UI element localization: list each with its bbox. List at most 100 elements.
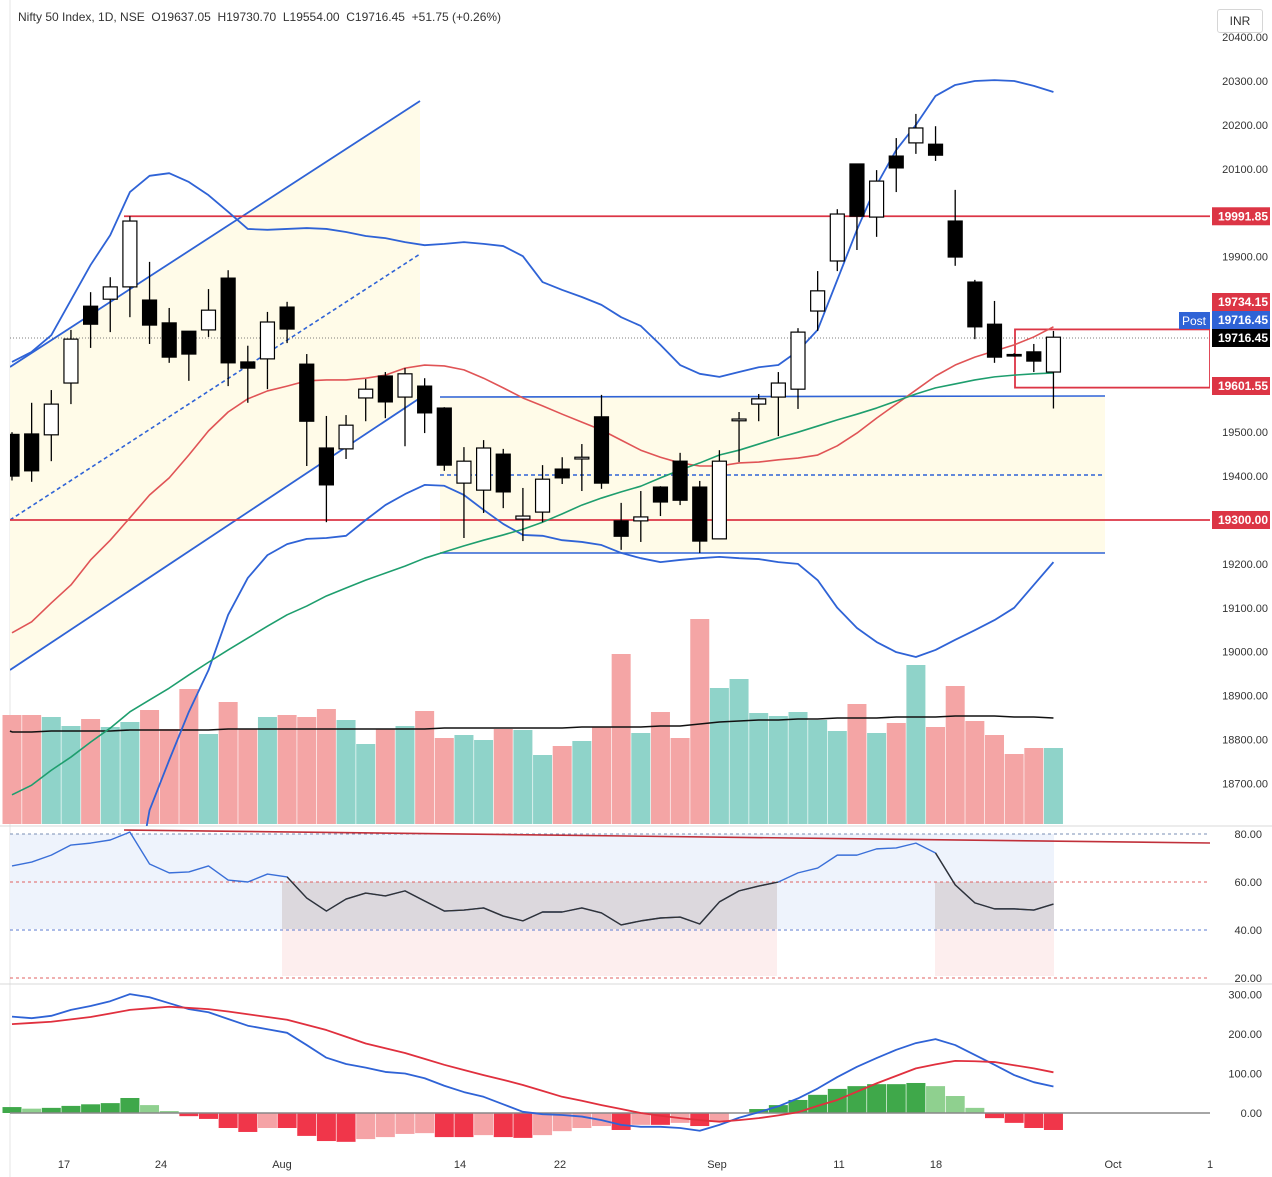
candle[interactable]: [652, 486, 669, 517]
level-label-19734: 19734.15: [1218, 295, 1268, 309]
candle[interactable]: [692, 480, 708, 553]
candle[interactable]: [534, 465, 551, 523]
currency-button[interactable]: INR: [1217, 9, 1263, 33]
candle-body: [456, 460, 472, 484]
candle-body: [43, 403, 59, 436]
candle[interactable]: [43, 390, 59, 462]
candle[interactable]: [181, 330, 197, 381]
macd-histogram-bar: [926, 1086, 946, 1113]
candle[interactable]: [417, 378, 433, 434]
volume-bar: [277, 715, 297, 824]
candle[interactable]: [633, 491, 649, 542]
volume-bar: [257, 717, 277, 824]
candle[interactable]: [259, 311, 276, 390]
candle[interactable]: [574, 444, 590, 492]
candle[interactable]: [888, 138, 904, 193]
candle[interactable]: [397, 368, 413, 447]
candle[interactable]: [161, 307, 177, 363]
candle-body: [770, 382, 786, 398]
candle[interactable]: [122, 216, 138, 318]
candle[interactable]: [515, 487, 531, 542]
candle[interactable]: [613, 502, 629, 550]
macd-histogram-bar: [965, 1107, 985, 1113]
candle[interactable]: [927, 126, 944, 161]
candle-body: [672, 460, 688, 501]
ma50-line: [11, 372, 1054, 796]
candle[interactable]: [554, 457, 570, 485]
candle[interactable]: [102, 277, 118, 333]
volume-bar: [709, 688, 729, 824]
candle-body: [161, 322, 177, 358]
volume-bar: [434, 738, 454, 824]
candle[interactable]: [868, 170, 885, 237]
candle[interactable]: [1045, 330, 1062, 409]
candle[interactable]: [711, 450, 728, 540]
candle[interactable]: [986, 300, 1003, 363]
macd-histogram-bar: [749, 1109, 769, 1113]
candle[interactable]: [476, 440, 492, 513]
ohlc-close: C19716.45: [346, 10, 405, 24]
candle[interactable]: [436, 407, 452, 471]
candle[interactable]: [810, 271, 826, 331]
candle[interactable]: [947, 189, 963, 266]
candle[interactable]: [751, 394, 767, 422]
candle[interactable]: [790, 328, 806, 409]
candle-body: [82, 305, 99, 325]
macd-histogram-bar: [81, 1104, 101, 1113]
macd-histogram-bar: [945, 1096, 965, 1113]
candle[interactable]: [318, 415, 334, 523]
candle[interactable]: [240, 345, 256, 403]
x-tick-label: Oct: [1104, 1159, 1121, 1171]
candle-body: [731, 418, 747, 422]
ohlc-open: O19637.05: [151, 10, 211, 24]
macd-histogram-bar: [257, 1113, 277, 1129]
candle[interactable]: [377, 372, 393, 419]
candle[interactable]: [829, 209, 845, 272]
macd-histogram-bar: [238, 1113, 258, 1132]
candle[interactable]: [5, 432, 20, 481]
candle[interactable]: [849, 163, 865, 251]
candle[interactable]: [593, 394, 610, 489]
candle[interactable]: [299, 354, 315, 467]
x-tick-label: 14: [454, 1159, 466, 1171]
macd-histogram-bar: [395, 1113, 415, 1134]
candle[interactable]: [1006, 353, 1022, 357]
candle[interactable]: [82, 292, 99, 348]
post-price-label: 19716.45: [1218, 313, 1268, 327]
candle[interactable]: [456, 447, 472, 538]
candle[interactable]: [770, 372, 786, 437]
volume-bar: [926, 727, 946, 824]
candle[interactable]: [495, 448, 511, 509]
macd-pane[interactable]: [2, 993, 1211, 1142]
volume-bar: [1043, 748, 1063, 824]
candle[interactable]: [967, 279, 983, 340]
candle[interactable]: [63, 329, 79, 405]
candle[interactable]: [141, 261, 158, 344]
volume-bar: [985, 735, 1004, 824]
candle[interactable]: [358, 379, 374, 422]
candle[interactable]: [279, 301, 295, 344]
rsi-pane[interactable]: [10, 829, 1211, 979]
candle[interactable]: [731, 412, 747, 463]
macd-histogram-bar: [199, 1113, 218, 1119]
candle[interactable]: [908, 113, 924, 154]
channel-zone: [10, 101, 420, 670]
price-tick-label: 18900.00: [1222, 691, 1268, 703]
rsi-tick-label: 80.00: [1234, 829, 1262, 841]
candle[interactable]: [338, 415, 354, 459]
price-tick-label: 20100.00: [1222, 164, 1268, 176]
candle[interactable]: [24, 402, 40, 482]
candle[interactable]: [672, 452, 688, 506]
volume-bar: [729, 679, 749, 824]
rsi-line-highlight: [934, 852, 1054, 911]
candle[interactable]: [1026, 343, 1042, 373]
volume-bar: [592, 727, 611, 824]
macd-histogram-bar: [886, 1084, 906, 1113]
post-tag-bg: [1179, 312, 1210, 329]
macd-histogram-bar: [1004, 1113, 1024, 1123]
rsi-tick-label: 60.00: [1234, 877, 1262, 889]
price-pane[interactable]: [5, 79, 1210, 826]
candle[interactable]: [200, 289, 217, 337]
candle[interactable]: [220, 270, 236, 387]
